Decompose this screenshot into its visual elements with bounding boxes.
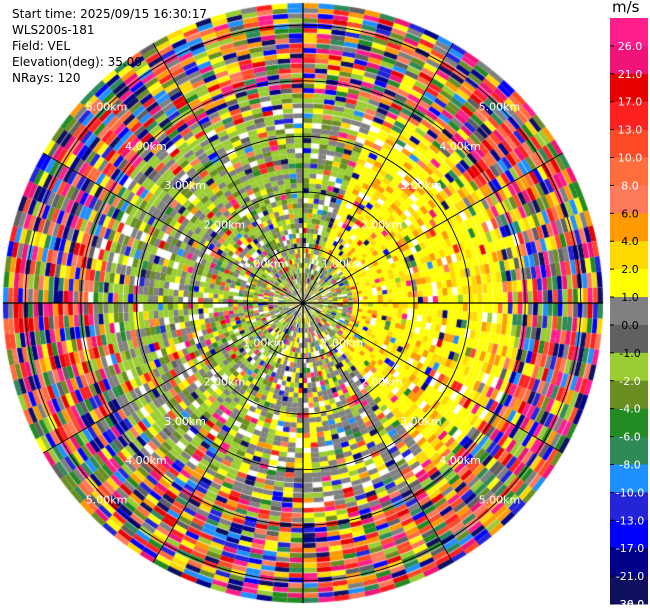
colorbar-label: 1.0 xyxy=(621,291,639,304)
range-label: 1.00km xyxy=(243,336,285,349)
colorbar-swatch xyxy=(610,297,648,326)
colorbar-label: -17.0 xyxy=(616,542,644,555)
colorbar-label: 4.0 xyxy=(621,235,639,248)
colorbar-swatch xyxy=(610,464,648,493)
range-label: 4.00km xyxy=(125,454,167,467)
range-label: 5.00km xyxy=(479,493,521,506)
range-label: 1.00km xyxy=(321,258,363,271)
colorbar-label: -2.0 xyxy=(619,375,640,388)
colorbar-label: 0.0 xyxy=(621,319,639,332)
colorbar-label: -6.0 xyxy=(619,431,640,444)
azimuth-line xyxy=(302,302,454,564)
colorbar-label: 10.0 xyxy=(618,152,643,165)
colorbar-swatch xyxy=(610,548,648,577)
colorbar-label: 26.0 xyxy=(618,40,643,53)
range-label: 3.00km xyxy=(164,179,206,192)
colorbar-label: 21.0 xyxy=(618,68,643,81)
colorbar-label: -30.0 xyxy=(616,598,644,610)
instrument-name: WLS200s-181 xyxy=(12,23,95,37)
colorbar-label: 8.0 xyxy=(621,179,639,192)
colorbar-swatch xyxy=(610,45,648,75)
field-name: Field: VEL xyxy=(12,39,71,53)
colorbar-label: -13.0 xyxy=(616,514,644,527)
colorbar-swatch xyxy=(610,185,648,214)
azimuth-line xyxy=(302,42,454,304)
range-label: 4.00km xyxy=(125,140,167,153)
azimuth-line xyxy=(302,302,564,454)
colorbar-swatch xyxy=(610,576,648,605)
azimuth-line xyxy=(302,152,564,304)
colorbar-swatch xyxy=(610,18,648,47)
colorbar-swatch xyxy=(610,157,648,186)
info-panel: Start time: 2025/09/15 16:30:17 WLS200s-… xyxy=(12,6,207,86)
azimuth-line xyxy=(152,42,304,304)
range-label: 2.00km xyxy=(361,376,403,389)
colorbar-label: -10.0 xyxy=(616,486,644,499)
colorbar-label: -4.0 xyxy=(619,403,640,416)
colorbar: 26.0 21.0 17.0 13.0 10.0 8.0 6.0 4.0 2.0 1.0 0.0 -1… xyxy=(604,0,650,610)
colorbar-swatch xyxy=(610,436,648,465)
range-label: 5.00km xyxy=(86,493,128,506)
range-label: 2.00km xyxy=(204,218,246,231)
colorbar-swatch xyxy=(610,269,648,298)
colorbar-label: 6.0 xyxy=(621,207,639,220)
colorbar-label: -8.0 xyxy=(619,458,640,471)
colorbar-swatch xyxy=(610,241,648,270)
colorbar-swatch xyxy=(610,408,648,438)
colorbar-swatch xyxy=(610,520,648,549)
range-label: 2.00km xyxy=(204,376,246,389)
colorbar-label: -26.0 xyxy=(616,598,644,610)
colorbar-swatch xyxy=(610,324,648,354)
colorbar-label: -1.0 xyxy=(619,347,640,360)
colorbar-graphic: 26.0 21.0 17.0 13.0 10.0 8.0 6.0 4.0 2.0 1.0 0.0 -1… xyxy=(610,18,648,610)
range-label: 3.00km xyxy=(400,179,442,192)
colorbar-swatch xyxy=(610,213,648,242)
colorbar-label: -21.0 xyxy=(616,570,644,583)
azimuth-line xyxy=(152,302,304,564)
colorbar-swatch xyxy=(610,101,648,131)
colorbar-swatch xyxy=(610,380,648,410)
colorbar-label: 17.0 xyxy=(618,96,643,109)
colorbar-label: 2.0 xyxy=(621,263,639,276)
colorbar-swatch xyxy=(610,352,648,382)
range-label: 3.00km xyxy=(400,415,442,428)
range-label: 3.00km xyxy=(164,415,206,428)
colorbar-swatch xyxy=(610,129,648,159)
start-time: Start time: 2025/09/15 16:30:17 xyxy=(12,7,207,21)
range-label: 4.00km xyxy=(439,454,481,467)
colorbar-label: 13.0 xyxy=(618,124,643,137)
azimuth-line xyxy=(42,302,304,454)
elevation: Elevation(deg): 35.00 xyxy=(12,55,142,69)
colorbar-swatch xyxy=(610,492,648,521)
azimuth-line xyxy=(42,152,304,304)
nrays: NRays: 120 xyxy=(12,71,81,85)
range-label: 4.00km xyxy=(439,140,481,153)
range-label: 1.00km xyxy=(243,258,285,271)
range-label: 1.00km xyxy=(321,336,363,349)
colorbar-swatch xyxy=(610,73,648,103)
range-label: 5.00km xyxy=(86,101,128,114)
range-label: 5.00km xyxy=(479,101,521,114)
range-label: 2.00km xyxy=(361,218,403,231)
colorbar-unit: m/s xyxy=(612,0,640,16)
